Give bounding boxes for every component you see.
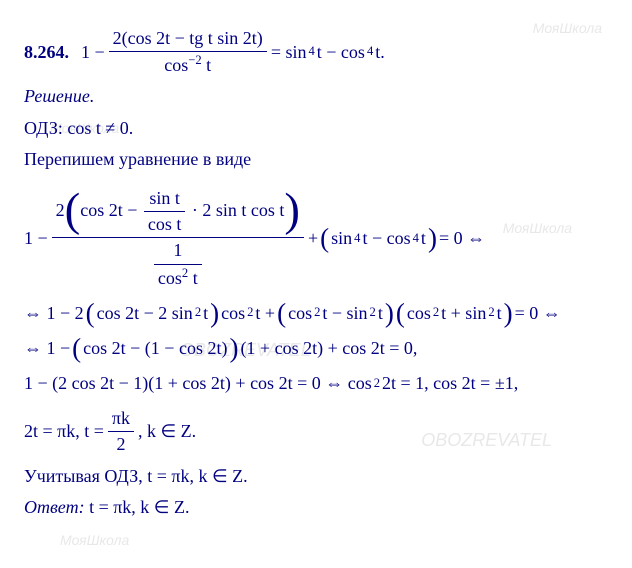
answer-line: Ответ: t = πk, k ∈ Z. xyxy=(24,495,608,520)
l3-tm: t − cos xyxy=(362,226,410,251)
l4-c1t: t + xyxy=(255,301,275,326)
odz-label: ОДЗ: xyxy=(24,118,63,138)
l4-a: ⇔ 1 − 2 xyxy=(24,301,84,326)
l4-d1e: 2 xyxy=(314,304,320,322)
l4-d1t: t − sin xyxy=(322,301,367,326)
consider-odz: Учитывая ОДЗ, t = πk, k ∈ Z. xyxy=(24,464,608,489)
wm-6: МояШкола xyxy=(60,532,129,548)
frac-den: cos−2 t xyxy=(109,51,267,78)
l3-tend: t xyxy=(421,226,426,251)
l3-pre: 1 − xyxy=(24,226,48,251)
l6-a: 1 − (2 cos 2t − 1)(1 + cos 2t) + cos 2t … xyxy=(24,371,372,396)
l3-den-den: cos2 t xyxy=(154,264,202,291)
odz-line: ОДЗ: cos t ≠ 0. xyxy=(24,116,608,141)
eq-sign: = sin xyxy=(271,40,307,65)
step-5: 2t = πk, t = πk 2 , k ∈ Z. xyxy=(24,406,608,457)
frac-den-base: cos xyxy=(164,55,188,75)
step-1: 1 − 2(cos 2t − sin tcos t · 2 sin t cos … xyxy=(24,186,608,291)
step-2: ⇔ 1 − 2(cos 2t − 2 sin2 t)cos2 t + (cos2… xyxy=(24,301,608,326)
problem-number: 8.264. xyxy=(24,40,69,65)
step-3: ⇔ 1 − (cos 2t − (1 − cos 2t))(1 + cos 2t… xyxy=(24,336,608,361)
l3-denfrac: 1 cos2 t xyxy=(154,238,202,290)
l7-fn: πk xyxy=(108,406,134,431)
l7-frac: πk 2 xyxy=(108,406,134,457)
l3-tpost: = 0 ⇔ xyxy=(439,226,485,251)
odz-cond: cos t ≠ 0. xyxy=(63,118,133,138)
answer-body: t = πk, k ∈ Z. xyxy=(85,497,190,517)
rewrite-label: Перепишем уравнение в виде xyxy=(24,147,608,172)
main-fraction: 2(cos 2t − tg t sin 2t) cos−2 t xyxy=(109,26,267,78)
l7-a: 2t = πk, t = xyxy=(24,419,104,444)
l7-fd: 2 xyxy=(108,431,134,457)
l4-b1t: t xyxy=(203,301,208,326)
l4-b1e: 2 xyxy=(195,304,201,322)
frac-den-exp: −2 xyxy=(188,53,201,67)
l4-e1: cos xyxy=(407,301,431,326)
l3-ta: sin xyxy=(331,226,352,251)
l3-te1: 4 xyxy=(354,230,360,248)
solution-label: Решение. xyxy=(24,84,608,109)
l3-te2: 4 xyxy=(413,230,419,248)
l4-e1e2: 2 xyxy=(488,304,494,322)
l4-e1t: t + sin xyxy=(441,301,486,326)
l4-end: = 0 ⇔ xyxy=(515,301,561,326)
l4-d1e2: 2 xyxy=(370,304,376,322)
l4-e1e: 2 xyxy=(433,304,439,322)
l4-b1: cos 2t − 2 sin xyxy=(97,301,193,326)
l3-sf-den: cos t xyxy=(144,211,186,237)
frac-den-var: t xyxy=(202,55,212,75)
l3-bigfrac: 2(cos 2t − sin tcos t · 2 sin t cos t) 1… xyxy=(52,186,304,291)
l3-num: 2(cos 2t − sin tcos t · 2 sin t cos t) xyxy=(52,186,304,237)
l3-den: 1 cos2 t xyxy=(52,237,304,290)
l6-b: 2t = 1, cos 2t = ±1, xyxy=(382,371,518,396)
l3-dd-var: t xyxy=(188,268,198,288)
l3-sf-num: sin t xyxy=(144,186,186,211)
l4-d1: cos xyxy=(288,301,312,326)
rhs-mid: t − cos xyxy=(317,40,365,65)
l3-tailpre: + xyxy=(308,226,318,251)
problem-statement: 8.264. 1 − 2(cos 2t − tg t sin 2t) cos−2… xyxy=(24,26,608,78)
l5-c: (1 + cos 2t) + cos 2t = 0, xyxy=(240,336,417,361)
l6-e1: 2 xyxy=(374,375,380,393)
answer-label: Ответ: xyxy=(24,497,85,517)
l3-inner-post: · 2 sin t cos t xyxy=(187,200,284,220)
l3-inner-pre: cos 2t − xyxy=(80,200,142,220)
l5-a: ⇔ 1 − xyxy=(24,336,70,361)
frac-num: 2(cos 2t − tg t sin 2t) xyxy=(109,26,267,51)
l4-e1t2: t xyxy=(497,301,502,326)
l7-b: , k ∈ Z. xyxy=(138,419,196,444)
lhs-prefix: 1 − xyxy=(81,40,105,65)
rhs-e2: 4 xyxy=(367,43,373,61)
step-4: 1 − (2 cos 2t − 1)(1 + cos 2t) + cos 2t … xyxy=(24,371,608,396)
l4-d1t2: t xyxy=(378,301,383,326)
l3-den-num: 1 xyxy=(154,238,202,263)
l4-c1e: 2 xyxy=(247,304,253,322)
l3-dd-base: cos xyxy=(158,268,182,288)
l5-b: cos 2t − (1 − cos 2t) xyxy=(83,336,227,361)
rhs-e1: 4 xyxy=(308,43,314,61)
rhs-end: t. xyxy=(375,40,385,65)
l4-c1: cos xyxy=(221,301,245,326)
l3-smallfrac: sin tcos t xyxy=(144,186,186,237)
